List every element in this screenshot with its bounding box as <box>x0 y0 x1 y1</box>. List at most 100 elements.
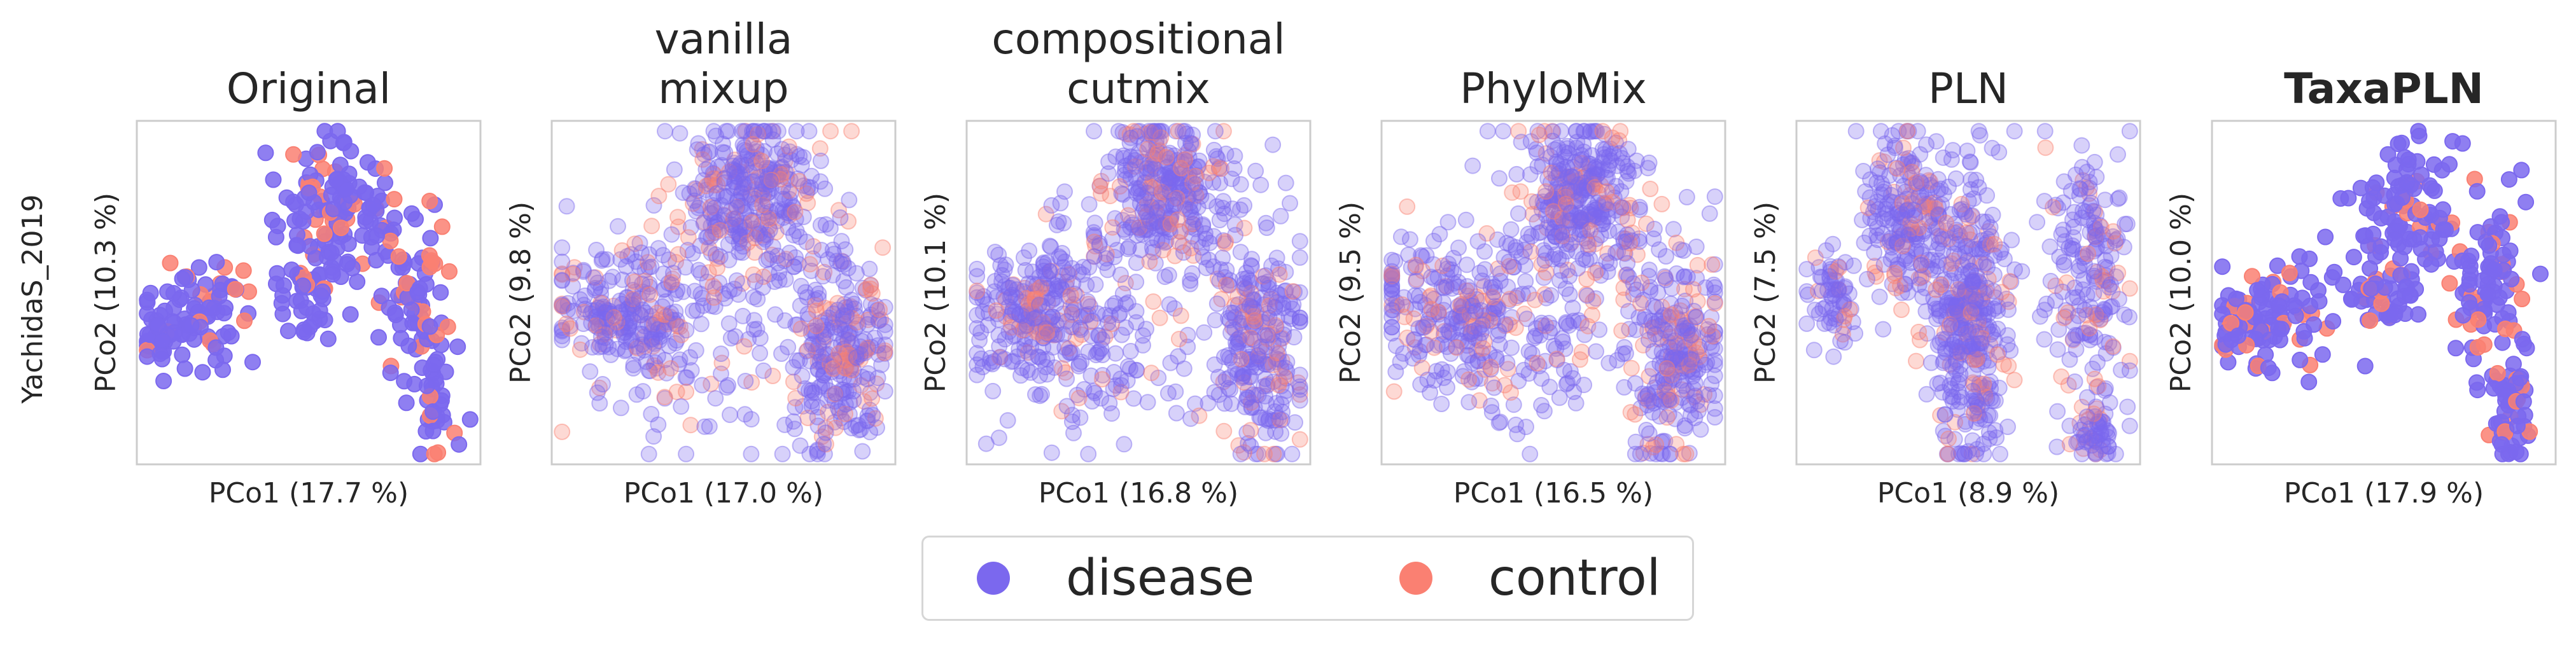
point-disease <box>688 302 705 319</box>
point-disease <box>1948 296 1965 312</box>
point-disease <box>373 288 390 305</box>
point-disease <box>752 225 769 242</box>
point-disease <box>2447 340 2465 357</box>
point-control <box>813 428 830 445</box>
point-disease <box>736 406 753 423</box>
point-disease <box>737 373 754 389</box>
point-disease <box>810 289 827 307</box>
point-disease <box>876 383 893 400</box>
point-disease <box>1576 123 1593 140</box>
point-disease <box>396 373 413 390</box>
point-control <box>841 299 858 316</box>
point-disease <box>744 123 760 140</box>
point-disease <box>207 339 225 356</box>
point-disease <box>1910 188 1927 205</box>
point-disease <box>809 441 826 459</box>
point-control <box>1663 306 1680 323</box>
point-disease <box>1553 224 1571 241</box>
point-disease <box>2075 271 2092 288</box>
point-disease <box>662 305 680 322</box>
point-disease <box>150 317 167 333</box>
point-disease <box>1571 226 1588 243</box>
point-disease <box>1021 242 1038 260</box>
point-control <box>1151 309 1168 326</box>
point-disease <box>300 184 318 202</box>
point-disease <box>2505 356 2522 373</box>
point-control <box>662 360 679 377</box>
panel-title: compositional cutmix <box>991 15 1285 113</box>
point-disease <box>2356 357 2374 375</box>
point-control <box>2470 311 2487 328</box>
point-disease <box>759 184 776 202</box>
point-disease <box>323 244 340 261</box>
point-control <box>2037 139 2054 156</box>
point-disease <box>155 373 172 389</box>
point-control <box>852 350 869 368</box>
point-disease <box>2486 261 2503 279</box>
point-disease <box>2230 327 2247 344</box>
point-control <box>874 239 892 256</box>
x-axis-label: PCo1 (16.8 %) <box>1039 477 1238 510</box>
point-control <box>2086 370 2103 387</box>
point-disease <box>851 422 867 439</box>
point-control <box>2237 304 2254 321</box>
point-control <box>636 328 653 345</box>
point-disease <box>1951 393 1968 410</box>
point-disease <box>2081 174 2098 191</box>
point-control <box>613 242 631 259</box>
scatter-points <box>139 123 479 462</box>
point-disease <box>1439 364 1456 380</box>
point-disease <box>2410 306 2426 323</box>
point-disease <box>1588 343 1604 360</box>
point-disease <box>1431 226 1448 243</box>
point-disease <box>1059 264 1076 281</box>
point-control <box>1623 359 1640 377</box>
point-disease <box>625 356 642 373</box>
point-disease <box>1963 171 1980 188</box>
point-disease <box>1282 195 1298 212</box>
point-disease <box>2061 417 2078 434</box>
point-disease <box>139 291 156 309</box>
point-control <box>808 302 825 319</box>
point-disease <box>2376 187 2393 204</box>
point-disease <box>2110 291 2127 308</box>
point-disease <box>1043 197 1060 214</box>
point-control <box>2469 339 2486 356</box>
point-disease <box>2086 219 2103 237</box>
point-disease <box>817 424 834 441</box>
point-disease <box>745 149 762 165</box>
point-disease <box>694 377 711 394</box>
point-disease <box>2036 193 2053 210</box>
panel-title-line: vanilla <box>655 15 793 64</box>
legend: disease control <box>921 536 1694 621</box>
point-disease <box>783 197 801 214</box>
point-disease <box>1035 262 1053 279</box>
point-control <box>1700 317 1718 335</box>
point-disease <box>753 146 770 163</box>
point-disease <box>2121 362 2138 379</box>
point-disease <box>836 340 853 357</box>
point-disease <box>1665 221 1682 238</box>
point-disease <box>695 214 712 232</box>
point-disease <box>1947 170 1964 187</box>
point-disease <box>634 336 651 353</box>
point-control <box>439 318 456 335</box>
point-disease <box>588 242 605 258</box>
point-disease <box>692 265 710 282</box>
point-disease <box>733 123 750 140</box>
point-disease <box>1273 425 1290 442</box>
point-disease <box>2051 248 2068 265</box>
point-control <box>1527 291 1543 309</box>
point-disease <box>1217 145 1235 162</box>
point-disease <box>1479 123 1496 140</box>
point-control <box>1482 359 1499 375</box>
point-disease <box>1257 394 1275 412</box>
point-control <box>1938 214 1954 232</box>
point-control <box>864 285 881 302</box>
point-disease <box>354 227 371 244</box>
point-disease <box>2509 417 2526 434</box>
point-disease <box>1278 354 1296 371</box>
point-control <box>1899 123 1916 140</box>
point-disease <box>2363 280 2380 297</box>
point-disease <box>2036 331 2053 348</box>
